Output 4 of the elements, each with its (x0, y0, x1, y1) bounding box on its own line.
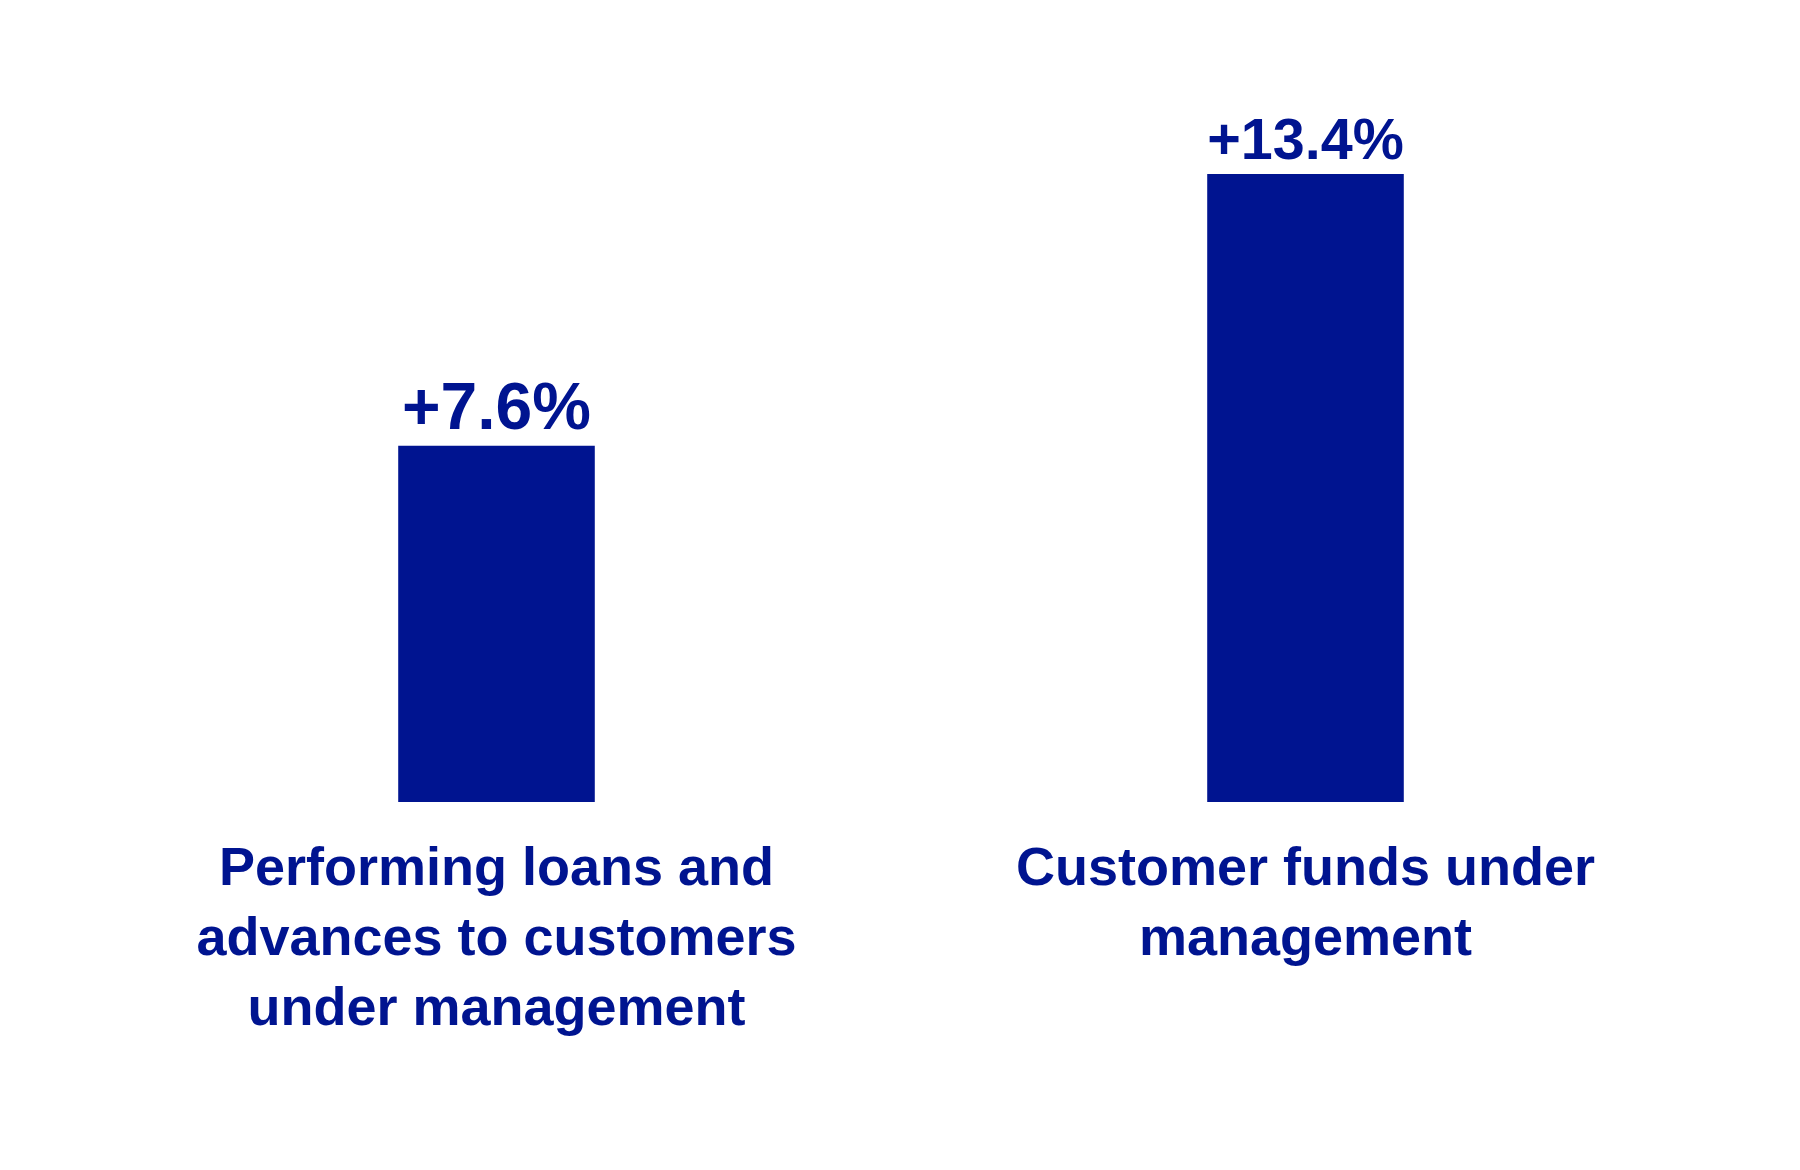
data-label: +13.4% (1207, 106, 1404, 171)
data-label: +7.6% (402, 368, 591, 443)
x-tick-label: Customer funds under management (1015, 836, 1596, 967)
x-tick-label: Performing loans and advances to customers under management (196, 836, 797, 1037)
